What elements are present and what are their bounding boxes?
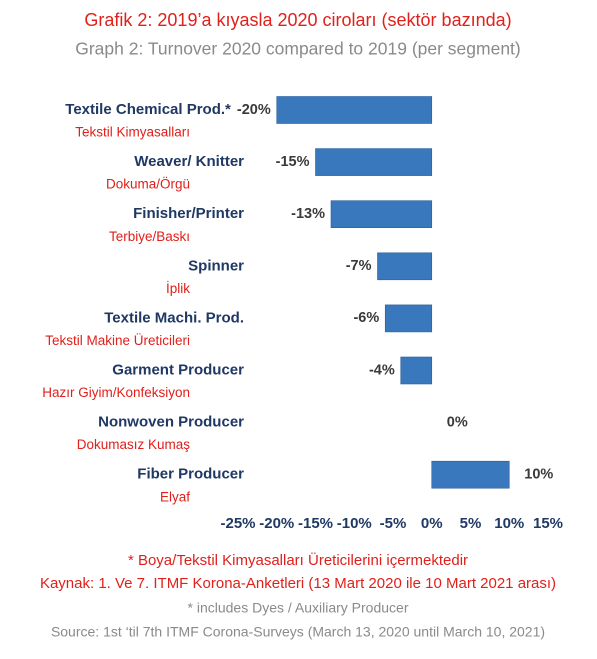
x-tick-label: -10% <box>337 515 372 532</box>
x-tick-label: -25% <box>220 515 255 532</box>
category-label: Spinner <box>188 257 244 274</box>
subcategory-label: Tekstil Makine Üreticileri <box>45 333 190 348</box>
subcategory-label: Dokumasız Kumaş <box>77 437 191 452</box>
subcategory-label: İplik <box>166 281 190 296</box>
value-label: -4% <box>369 362 395 378</box>
subcategory-label: Hazır Giyim/Konfeksiyon <box>42 385 190 400</box>
value-label: -20% <box>237 102 271 118</box>
value-label: 0% <box>447 414 468 430</box>
x-tick-label: 5% <box>460 515 482 532</box>
chart-title: Grafik 2: 2019’a kıyasla 2020 ciroları (… <box>84 10 511 30</box>
subcategory-label: Tekstil Kimyasalları <box>75 125 190 140</box>
note: Source: 1st ‘til 7th ITMF Corona-Surveys… <box>51 624 545 640</box>
value-label: -15% <box>276 154 310 170</box>
value-label: -6% <box>353 310 379 326</box>
chart-subtitle: Graph 2: Turnover 2020 compared to 2019 … <box>75 39 521 59</box>
category-label: Fiber Producer <box>137 466 244 483</box>
value-label: -7% <box>346 258 372 274</box>
x-tick-label: -15% <box>298 515 333 532</box>
value-label: 10% <box>524 467 553 483</box>
bar <box>377 252 433 281</box>
category-label: Textile Machi. Prod. <box>104 309 244 326</box>
x-tick-label: 0% <box>421 515 443 532</box>
subcategory-label: Dokuma/Örgü <box>106 177 190 192</box>
x-tick-label: 15% <box>533 515 563 532</box>
x-tick-label: -5% <box>380 515 407 532</box>
bar <box>315 148 433 176</box>
category-label: Textile Chemical Prod.* <box>65 101 231 118</box>
subcategory-label: Terbiye/Baskı <box>109 229 190 244</box>
x-tick-label: -20% <box>259 515 294 532</box>
category-label: Garment Producer <box>112 361 244 378</box>
category-label: Nonwoven Producer <box>98 414 244 431</box>
bar <box>400 356 433 385</box>
category-label: Weaver/ Knitter <box>134 153 244 170</box>
x-tick-label: 10% <box>494 515 524 532</box>
bar <box>276 96 433 124</box>
value-label: -13% <box>291 206 325 222</box>
note: Kaynak: 1. Ve 7. ITMF Korona-Anketleri (… <box>40 575 556 592</box>
category-label: Finisher/Printer <box>133 205 244 222</box>
note: * includes Dyes / Auxiliary Producer <box>188 600 409 616</box>
bar <box>384 304 433 333</box>
bar <box>431 460 510 489</box>
bar <box>330 200 433 228</box>
subcategory-label: Elyaf <box>160 489 190 504</box>
note: * Boya/Tekstil Kimyasalları Üreticilerin… <box>128 551 468 569</box>
